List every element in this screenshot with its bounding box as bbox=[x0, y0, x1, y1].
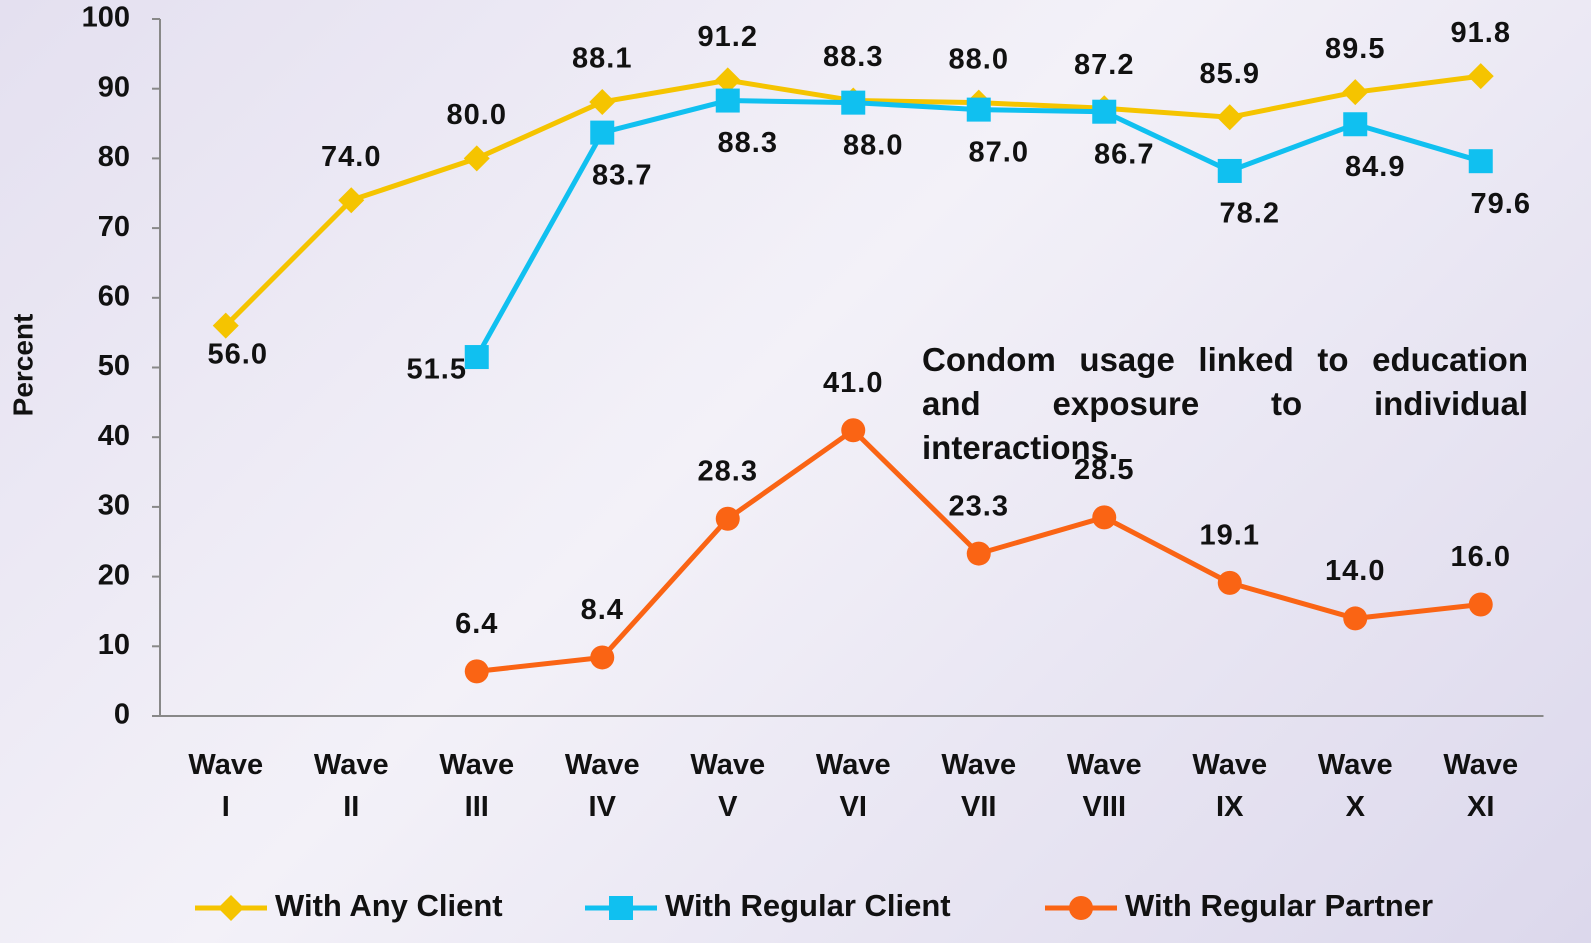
y-tick-label: 0 bbox=[114, 699, 130, 731]
y-tick-label: 80 bbox=[98, 141, 130, 173]
data-label: 23.3 bbox=[949, 490, 1009, 522]
data-point bbox=[590, 120, 615, 145]
x-tick-label: Wave IV bbox=[565, 749, 640, 823]
data-point bbox=[463, 145, 490, 172]
annotation: Condom usage linked to education and exp… bbox=[922, 341, 1528, 466]
data-label: 88.3 bbox=[718, 127, 778, 159]
data-point bbox=[212, 312, 239, 339]
data-label: 85.9 bbox=[1200, 58, 1260, 90]
data-point bbox=[1216, 104, 1243, 131]
data-label: 56.0 bbox=[208, 338, 268, 370]
data-label: 84.9 bbox=[1345, 151, 1405, 183]
data-label: 16.0 bbox=[1451, 541, 1511, 573]
legend-marker bbox=[1069, 896, 1093, 920]
x-tick-label: Wave II bbox=[314, 749, 389, 823]
y-tick-label: 10 bbox=[98, 629, 130, 661]
legend-label: With Regular Partner bbox=[1125, 888, 1433, 923]
x-tick-label: Wave V bbox=[690, 749, 765, 823]
data-point bbox=[1217, 158, 1242, 183]
data-point bbox=[841, 418, 866, 443]
data-point bbox=[841, 90, 866, 115]
legend-label: With Any Client bbox=[275, 888, 503, 923]
data-point bbox=[1468, 149, 1493, 174]
data-point bbox=[1092, 99, 1117, 124]
x-tick-label: Wave VII bbox=[941, 749, 1016, 823]
y-axis-label: Percent bbox=[7, 314, 38, 417]
y-tick-label: 20 bbox=[98, 559, 130, 591]
data-point bbox=[1092, 505, 1117, 530]
data-label: 88.1 bbox=[572, 43, 632, 75]
data-point bbox=[1343, 112, 1368, 137]
data-label: 87.2 bbox=[1074, 49, 1134, 81]
data-label: 28.5 bbox=[1074, 454, 1134, 486]
data-label: 80.0 bbox=[447, 99, 507, 131]
data-point bbox=[1217, 570, 1242, 595]
data-point bbox=[1342, 79, 1369, 106]
y-tick-label: 100 bbox=[82, 2, 130, 34]
data-label: 88.3 bbox=[823, 41, 883, 73]
data-point bbox=[589, 88, 616, 115]
data-point bbox=[715, 506, 740, 531]
data-label: 8.4 bbox=[581, 594, 624, 626]
x-tick-label: Wave III bbox=[439, 749, 514, 823]
data-label: 74.0 bbox=[321, 141, 381, 173]
y-tick-label: 40 bbox=[98, 420, 130, 452]
data-label: 91.8 bbox=[1451, 17, 1511, 49]
data-point bbox=[338, 187, 365, 214]
data-point bbox=[464, 345, 489, 370]
data-label: 86.7 bbox=[1094, 138, 1154, 170]
y-tick-label: 50 bbox=[98, 350, 130, 382]
data-point bbox=[1467, 63, 1494, 90]
y-tick-label: 60 bbox=[98, 280, 130, 312]
legend-marker bbox=[218, 895, 244, 921]
data-point bbox=[966, 541, 991, 566]
data-point bbox=[1343, 606, 1368, 631]
data-point bbox=[464, 659, 489, 684]
data-label: 14.0 bbox=[1325, 555, 1385, 587]
x-tick-label: Wave VI bbox=[816, 749, 891, 823]
data-point bbox=[715, 88, 740, 113]
y-tick-label: 30 bbox=[98, 490, 130, 522]
x-tick-label: Wave VIII bbox=[1067, 749, 1142, 823]
data-point bbox=[590, 645, 615, 670]
data-point bbox=[1468, 592, 1493, 617]
y-tick-label: 90 bbox=[98, 71, 130, 103]
data-label: 79.6 bbox=[1471, 188, 1531, 220]
x-tick-label: Wave I bbox=[188, 749, 263, 823]
data-label: 87.0 bbox=[969, 136, 1029, 168]
data-label: 19.1 bbox=[1200, 520, 1260, 552]
data-label: 51.5 bbox=[407, 354, 467, 386]
legend-label: With Regular Client bbox=[665, 888, 951, 923]
data-label: 83.7 bbox=[592, 159, 652, 191]
data-label: 78.2 bbox=[1220, 198, 1280, 230]
legend-marker bbox=[609, 896, 633, 920]
data-label: 28.3 bbox=[698, 455, 758, 487]
x-tick-label: Wave XI bbox=[1443, 749, 1518, 823]
data-label: 88.0 bbox=[843, 129, 903, 161]
data-point bbox=[966, 97, 991, 122]
data-point bbox=[714, 67, 741, 94]
x-tick-label: Wave IX bbox=[1192, 749, 1267, 823]
data-label: 88.0 bbox=[949, 43, 1009, 75]
data-label: 6.4 bbox=[455, 608, 498, 640]
data-label: 91.2 bbox=[698, 21, 758, 53]
data-label: 41.0 bbox=[823, 367, 883, 399]
y-tick-label: 70 bbox=[98, 211, 130, 243]
data-label: 89.5 bbox=[1325, 33, 1385, 65]
x-tick-label: Wave X bbox=[1318, 749, 1393, 823]
